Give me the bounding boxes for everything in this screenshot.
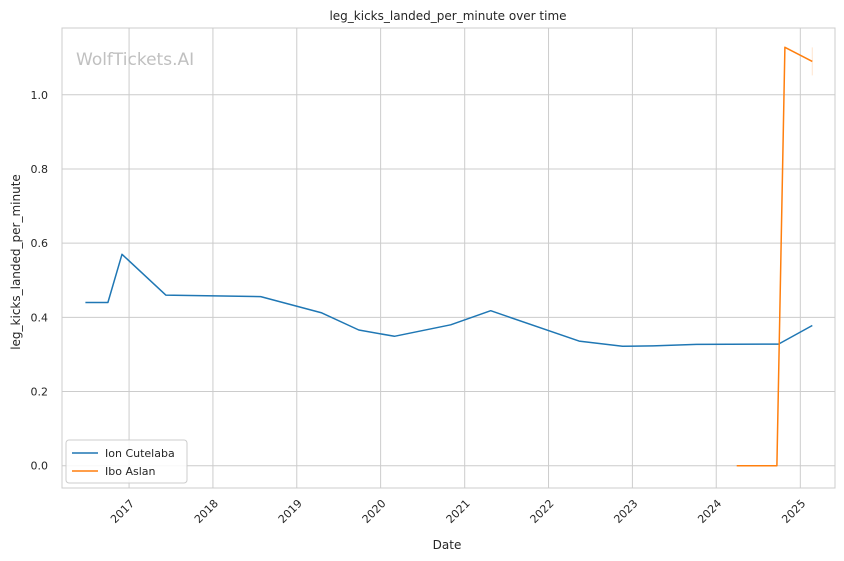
x-tick-label: 2025 [779, 497, 808, 526]
x-tick-label: 2019 [276, 497, 305, 526]
watermark-text: WolfTickets.AI [76, 50, 194, 70]
y-tick-label: 0.8 [31, 163, 49, 176]
chart-title: leg_kicks_landed_per_minute over time [329, 9, 566, 23]
y-tick-label: 1.0 [31, 89, 49, 102]
y-axis-label: leg_kicks_landed_per_minute [9, 174, 23, 350]
x-tick-label: 2022 [528, 497, 557, 526]
x-tick-label: 2018 [192, 497, 221, 526]
x-tick-label: 2017 [108, 497, 137, 526]
grid [62, 28, 835, 488]
legend-label-1: Ion Cutelaba [105, 447, 175, 460]
x-tick-label: 2023 [611, 497, 640, 526]
legend-label-2: Ibo Aslan [105, 465, 156, 478]
y-tick-label: 0.6 [31, 237, 49, 250]
y-tick-label: 0.4 [31, 311, 49, 324]
series-layer [85, 46, 813, 467]
y-tick-label: 0.0 [31, 460, 49, 473]
plot-area [61, 27, 836, 489]
x-tick-label: 2021 [444, 497, 473, 526]
series-line-2 [736, 46, 813, 467]
y-tick-label: 0.2 [31, 386, 49, 399]
x-tick-labels: 2017 2018 2019 2020 2021 2022 2023 2024 2025 [108, 497, 808, 526]
x-tick-label: 2024 [695, 497, 724, 526]
legend: Ion Cutelaba Ibo Aslan [65, 439, 188, 484]
series-line-1 [85, 253, 813, 348]
legend-box [65, 439, 188, 484]
x-tick-label: 2020 [360, 497, 389, 526]
y-tick-labels: 0.0 0.2 0.4 0.6 0.8 1.0 [31, 89, 49, 473]
x-axis-label: Date [433, 538, 462, 552]
